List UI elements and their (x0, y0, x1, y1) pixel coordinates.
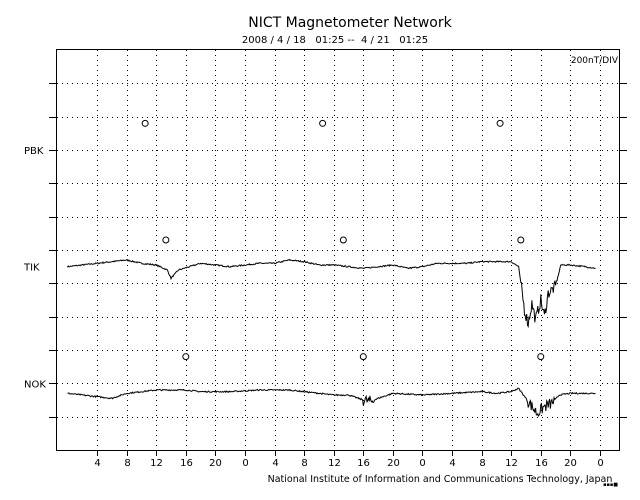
trace-tik (67, 258, 596, 329)
x-tick-label: 16 (180, 458, 193, 469)
footer-mark: ▪▪▪■ (603, 482, 618, 488)
scale-label: 200nT/DIV (571, 56, 619, 66)
x-tick-label: 8 (124, 458, 130, 469)
x-tick-label: 12 (150, 458, 163, 469)
x-tick-label: 4 (94, 458, 100, 469)
marker-tik (517, 236, 525, 244)
chart-title: NICT Magnetometer Network (248, 15, 452, 31)
x-tick-label: 8 (479, 458, 485, 469)
x-tick-label: 16 (357, 458, 370, 469)
x-tick-label: 20 (209, 458, 222, 469)
station-label-nok: NOK (24, 379, 46, 390)
series (67, 119, 596, 417)
axis-ticks (49, 83, 627, 456)
footer-credit: National Institute of Information and Co… (268, 474, 613, 485)
x-tick-label: 0 (419, 458, 425, 469)
marker-tik (162, 236, 170, 244)
tick-labels: 4 8 12 16 20 0 4 8 12 16 20 0 4 8 12 16 20 0 PBK TIK NOK (23, 146, 604, 469)
grid (57, 50, 619, 450)
x-tick-label: 12 (505, 458, 518, 469)
marker-pbk (319, 119, 327, 127)
trace-nok (67, 387, 596, 417)
x-tick-label: 0 (597, 458, 603, 469)
x-tick-label: 16 (535, 458, 548, 469)
x-tick-label: 20 (387, 458, 400, 469)
marker-nok (359, 353, 367, 361)
x-tick-label: 12 (328, 458, 341, 469)
station-label-pbk: PBK (24, 146, 44, 157)
x-tick-label: 0 (242, 458, 248, 469)
marker-nok (537, 353, 545, 361)
station-label-tik: TIK (23, 263, 40, 274)
x-tick-label: 8 (301, 458, 307, 469)
x-tick-label: 4 (449, 458, 455, 469)
marker-pbk (496, 119, 504, 127)
x-tick-label: 20 (564, 458, 577, 469)
x-tick-label: 4 (272, 458, 278, 469)
marker-pbk (141, 119, 149, 127)
chart-subtitle: 2008 / 4 / 18 01:25 -- 4 / 21 01:25 (242, 35, 428, 46)
marker-nok (182, 353, 190, 361)
marker-tik (339, 236, 347, 244)
